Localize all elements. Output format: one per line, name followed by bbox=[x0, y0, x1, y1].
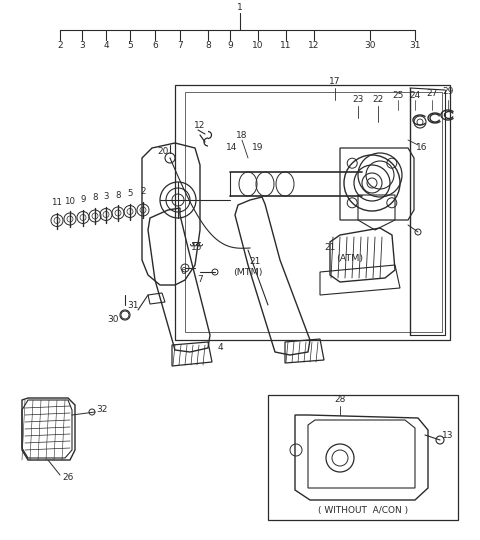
Text: 31: 31 bbox=[409, 42, 421, 51]
Text: 20: 20 bbox=[157, 147, 168, 157]
Text: 10: 10 bbox=[252, 42, 264, 51]
Text: 10: 10 bbox=[64, 197, 75, 206]
Text: 11: 11 bbox=[280, 42, 292, 51]
Text: 16: 16 bbox=[416, 144, 428, 152]
Text: 25: 25 bbox=[392, 91, 404, 100]
Bar bbox=[268, 395, 458, 520]
Text: (ATM): (ATM) bbox=[336, 253, 363, 262]
Text: 1: 1 bbox=[237, 3, 243, 12]
Text: 4: 4 bbox=[217, 343, 223, 353]
Text: 30: 30 bbox=[364, 42, 376, 51]
Text: 9: 9 bbox=[227, 42, 233, 51]
Text: 18: 18 bbox=[236, 131, 248, 139]
Text: 21: 21 bbox=[249, 258, 261, 267]
Text: 7: 7 bbox=[197, 275, 203, 285]
Text: 6: 6 bbox=[180, 267, 186, 276]
Text: 8: 8 bbox=[115, 191, 121, 199]
Text: 19: 19 bbox=[252, 144, 264, 152]
Text: 6: 6 bbox=[152, 42, 158, 51]
Text: 31: 31 bbox=[127, 301, 139, 310]
Text: 15: 15 bbox=[191, 244, 203, 253]
Text: 7: 7 bbox=[177, 42, 183, 51]
Text: 9: 9 bbox=[80, 195, 86, 204]
Text: 8: 8 bbox=[92, 193, 98, 202]
Text: 3: 3 bbox=[79, 42, 85, 51]
Text: (MTM): (MTM) bbox=[233, 267, 263, 276]
Text: 5: 5 bbox=[127, 42, 133, 51]
Text: 21: 21 bbox=[324, 244, 336, 253]
Text: 27: 27 bbox=[426, 89, 438, 98]
Text: 17: 17 bbox=[329, 78, 341, 86]
Text: 28: 28 bbox=[334, 395, 346, 404]
Text: 2: 2 bbox=[57, 42, 63, 51]
Text: 3: 3 bbox=[103, 192, 109, 201]
Text: 32: 32 bbox=[96, 406, 108, 415]
Text: ( WITHOUT  A/CON ): ( WITHOUT A/CON ) bbox=[318, 505, 408, 515]
Text: 11: 11 bbox=[51, 198, 62, 207]
Text: 4: 4 bbox=[103, 42, 109, 51]
Text: 5: 5 bbox=[127, 189, 133, 198]
Text: 23: 23 bbox=[352, 96, 364, 105]
Text: 8: 8 bbox=[205, 42, 211, 51]
Text: 22: 22 bbox=[372, 96, 384, 105]
Text: 30: 30 bbox=[107, 315, 119, 325]
Text: 14: 14 bbox=[226, 144, 238, 152]
Text: 12: 12 bbox=[194, 122, 206, 131]
Text: 24: 24 bbox=[409, 91, 420, 99]
Text: 26: 26 bbox=[62, 474, 74, 483]
Text: 13: 13 bbox=[442, 430, 454, 440]
Text: 12: 12 bbox=[308, 42, 320, 51]
Text: 2: 2 bbox=[140, 187, 146, 197]
Text: 29: 29 bbox=[442, 87, 454, 97]
